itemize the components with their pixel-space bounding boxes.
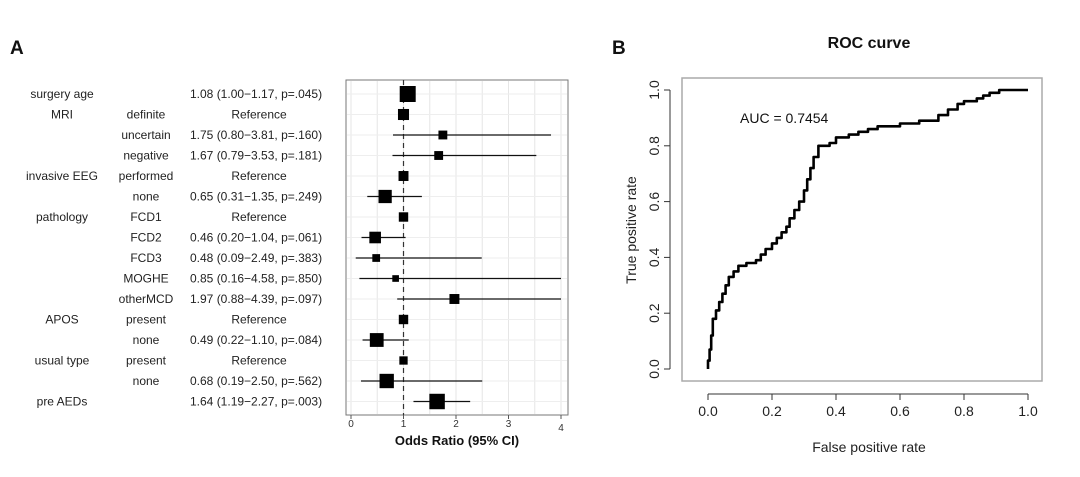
forest-estimate-text: 0.68 (0.19−2.50, p=.562) <box>190 374 322 388</box>
forest-level-label: present <box>126 354 167 368</box>
forest-point-marker <box>438 130 448 140</box>
forest-point-marker <box>378 189 392 204</box>
forest-level-label: uncertain <box>121 128 170 142</box>
roc-x-axis-title: False positive rate <box>812 439 926 455</box>
roc-x-tick-label: 1.0 <box>1018 403 1038 419</box>
forest-point-marker <box>372 254 381 262</box>
forest-x-tick-label: 1 <box>401 419 407 430</box>
roc-y-tick-label: 0.4 <box>646 247 662 267</box>
roc-curve-line <box>706 88 1028 369</box>
forest-estimates <box>355 86 561 410</box>
forest-level-label: none <box>133 333 160 347</box>
forest-level-label: present <box>126 313 167 327</box>
roc-plot-frame <box>681 77 1043 382</box>
forest-level-label: negative <box>123 149 169 163</box>
forest-point-marker <box>399 356 408 365</box>
forest-point-marker <box>398 171 409 181</box>
roc-x-tick-label: 0.8 <box>954 403 974 419</box>
forest-estimate-text: Reference <box>231 108 287 122</box>
forest-level-label: definite <box>127 108 166 122</box>
forest-level-label: otherMCD <box>119 292 174 306</box>
forest-level-label: performed <box>119 169 174 183</box>
forest-estimate-text: Reference <box>231 169 287 183</box>
panel-label-b: B <box>612 38 626 59</box>
forest-variable-label: MRI <box>51 108 73 122</box>
forest-estimate-text: Reference <box>231 354 287 368</box>
forest-x-axis-title: Odds Ratio (95% CI) <box>395 433 519 448</box>
forest-x-ticks: 0 1 2 3 4 <box>348 415 564 434</box>
forest-estimate-text: 0.49 (0.22−1.10, p=.084) <box>190 333 322 347</box>
forest-variable-label: surgery age <box>30 87 94 101</box>
forest-estimate-text: 0.46 (0.20−1.04, p=.061) <box>190 231 322 245</box>
forest-point-marker <box>398 314 409 325</box>
panel-label-a: A <box>10 38 24 59</box>
roc-x-tick-label: 0.0 <box>698 403 718 419</box>
forest-variable-label: usual type <box>35 354 90 368</box>
forest-row-labels: surgery age 1.08 (1.00−1.17, p=.045) MRI de… <box>26 87 322 409</box>
forest-level-label: MOGHE <box>123 272 168 286</box>
forest-x-tick-label: 3 <box>506 419 512 430</box>
forest-variable-label: APOS <box>45 313 78 327</box>
forest-variable-label: pre AEDs <box>37 395 88 409</box>
forest-estimate-text: 1.08 (1.00−1.17, p=.045) <box>190 87 322 101</box>
forest-estimate-text: 0.65 (0.31−1.35, p=.249) <box>190 190 322 204</box>
forest-point-marker <box>399 86 416 102</box>
forest-point-marker <box>392 275 399 282</box>
forest-level-label: FCD3 <box>130 251 162 265</box>
forest-estimate-text: Reference <box>231 313 287 327</box>
roc-y-tick-label: 0.0 <box>646 359 662 379</box>
roc-y-tick-label: 0.2 <box>646 303 662 323</box>
forest-point-marker <box>379 373 394 389</box>
forest-point-marker <box>434 151 444 160</box>
forest-estimate-text: 1.64 (1.19−2.27, p=.003) <box>190 395 322 409</box>
roc-x-tick-label: 0.6 <box>890 403 910 419</box>
roc-x-tick-label: 0.2 <box>762 403 782 419</box>
forest-level-label: FCD2 <box>130 231 162 245</box>
forest-variable-label: invasive EEG <box>26 169 98 183</box>
auc-annotation: AUC = 0.7454 <box>740 110 829 126</box>
forest-point-marker <box>398 212 409 222</box>
forest-level-label: none <box>133 374 160 388</box>
roc-plot: ROC curve 0.0 0.2 0.4 0.6 0.8 1.0 0.0 0.2 0.4 0.6… <box>623 35 1043 455</box>
forest-estimate-text: 0.48 (0.09−2.49, p=.383) <box>190 251 322 265</box>
roc-axes: 0.0 0.2 0.4 0.6 0.8 1.0 0.0 0.2 0.4 0.6 0.8 1.0 <box>646 80 1038 419</box>
forest-estimate-text: Reference <box>231 210 287 224</box>
forest-estimate-text: 1.97 (0.88−4.39, p=.097) <box>190 292 322 306</box>
forest-point-marker <box>369 231 381 244</box>
forest-point-marker <box>369 333 384 347</box>
forest-point-marker <box>397 108 410 121</box>
forest-x-tick-label: 4 <box>558 423 564 434</box>
roc-y-axis-title: True positive rate <box>623 176 639 284</box>
roc-x-tick-label: 0.4 <box>826 403 846 419</box>
roc-y-tick-label: 1.0 <box>646 80 662 100</box>
forest-point-marker <box>449 294 460 304</box>
forest-estimate-text: 0.85 (0.16−4.58, p=.850) <box>190 272 322 286</box>
roc-y-tick-label: 0.6 <box>646 192 662 212</box>
forest-estimate-text: 1.67 (0.79−3.53, p=.181) <box>190 149 322 163</box>
forest-plot-frame <box>345 79 569 416</box>
roc-y-tick-label: 0.8 <box>646 136 662 156</box>
forest-gridlines <box>347 81 567 414</box>
roc-title: ROC curve <box>828 35 911 52</box>
forest-level-label: FCD1 <box>130 210 162 224</box>
forest-variable-label: pathology <box>36 210 88 224</box>
forest-x-tick-label: 2 <box>453 419 459 430</box>
forest-level-label: none <box>133 190 160 204</box>
forest-estimate-text: 1.75 (0.80−3.81, p=.160) <box>190 128 322 142</box>
forest-x-tick-label: 0 <box>348 419 354 430</box>
forest-point-marker <box>429 393 445 410</box>
forest-plot: surgery age 1.08 (1.00−1.17, p=.045) MRI de… <box>26 79 569 448</box>
